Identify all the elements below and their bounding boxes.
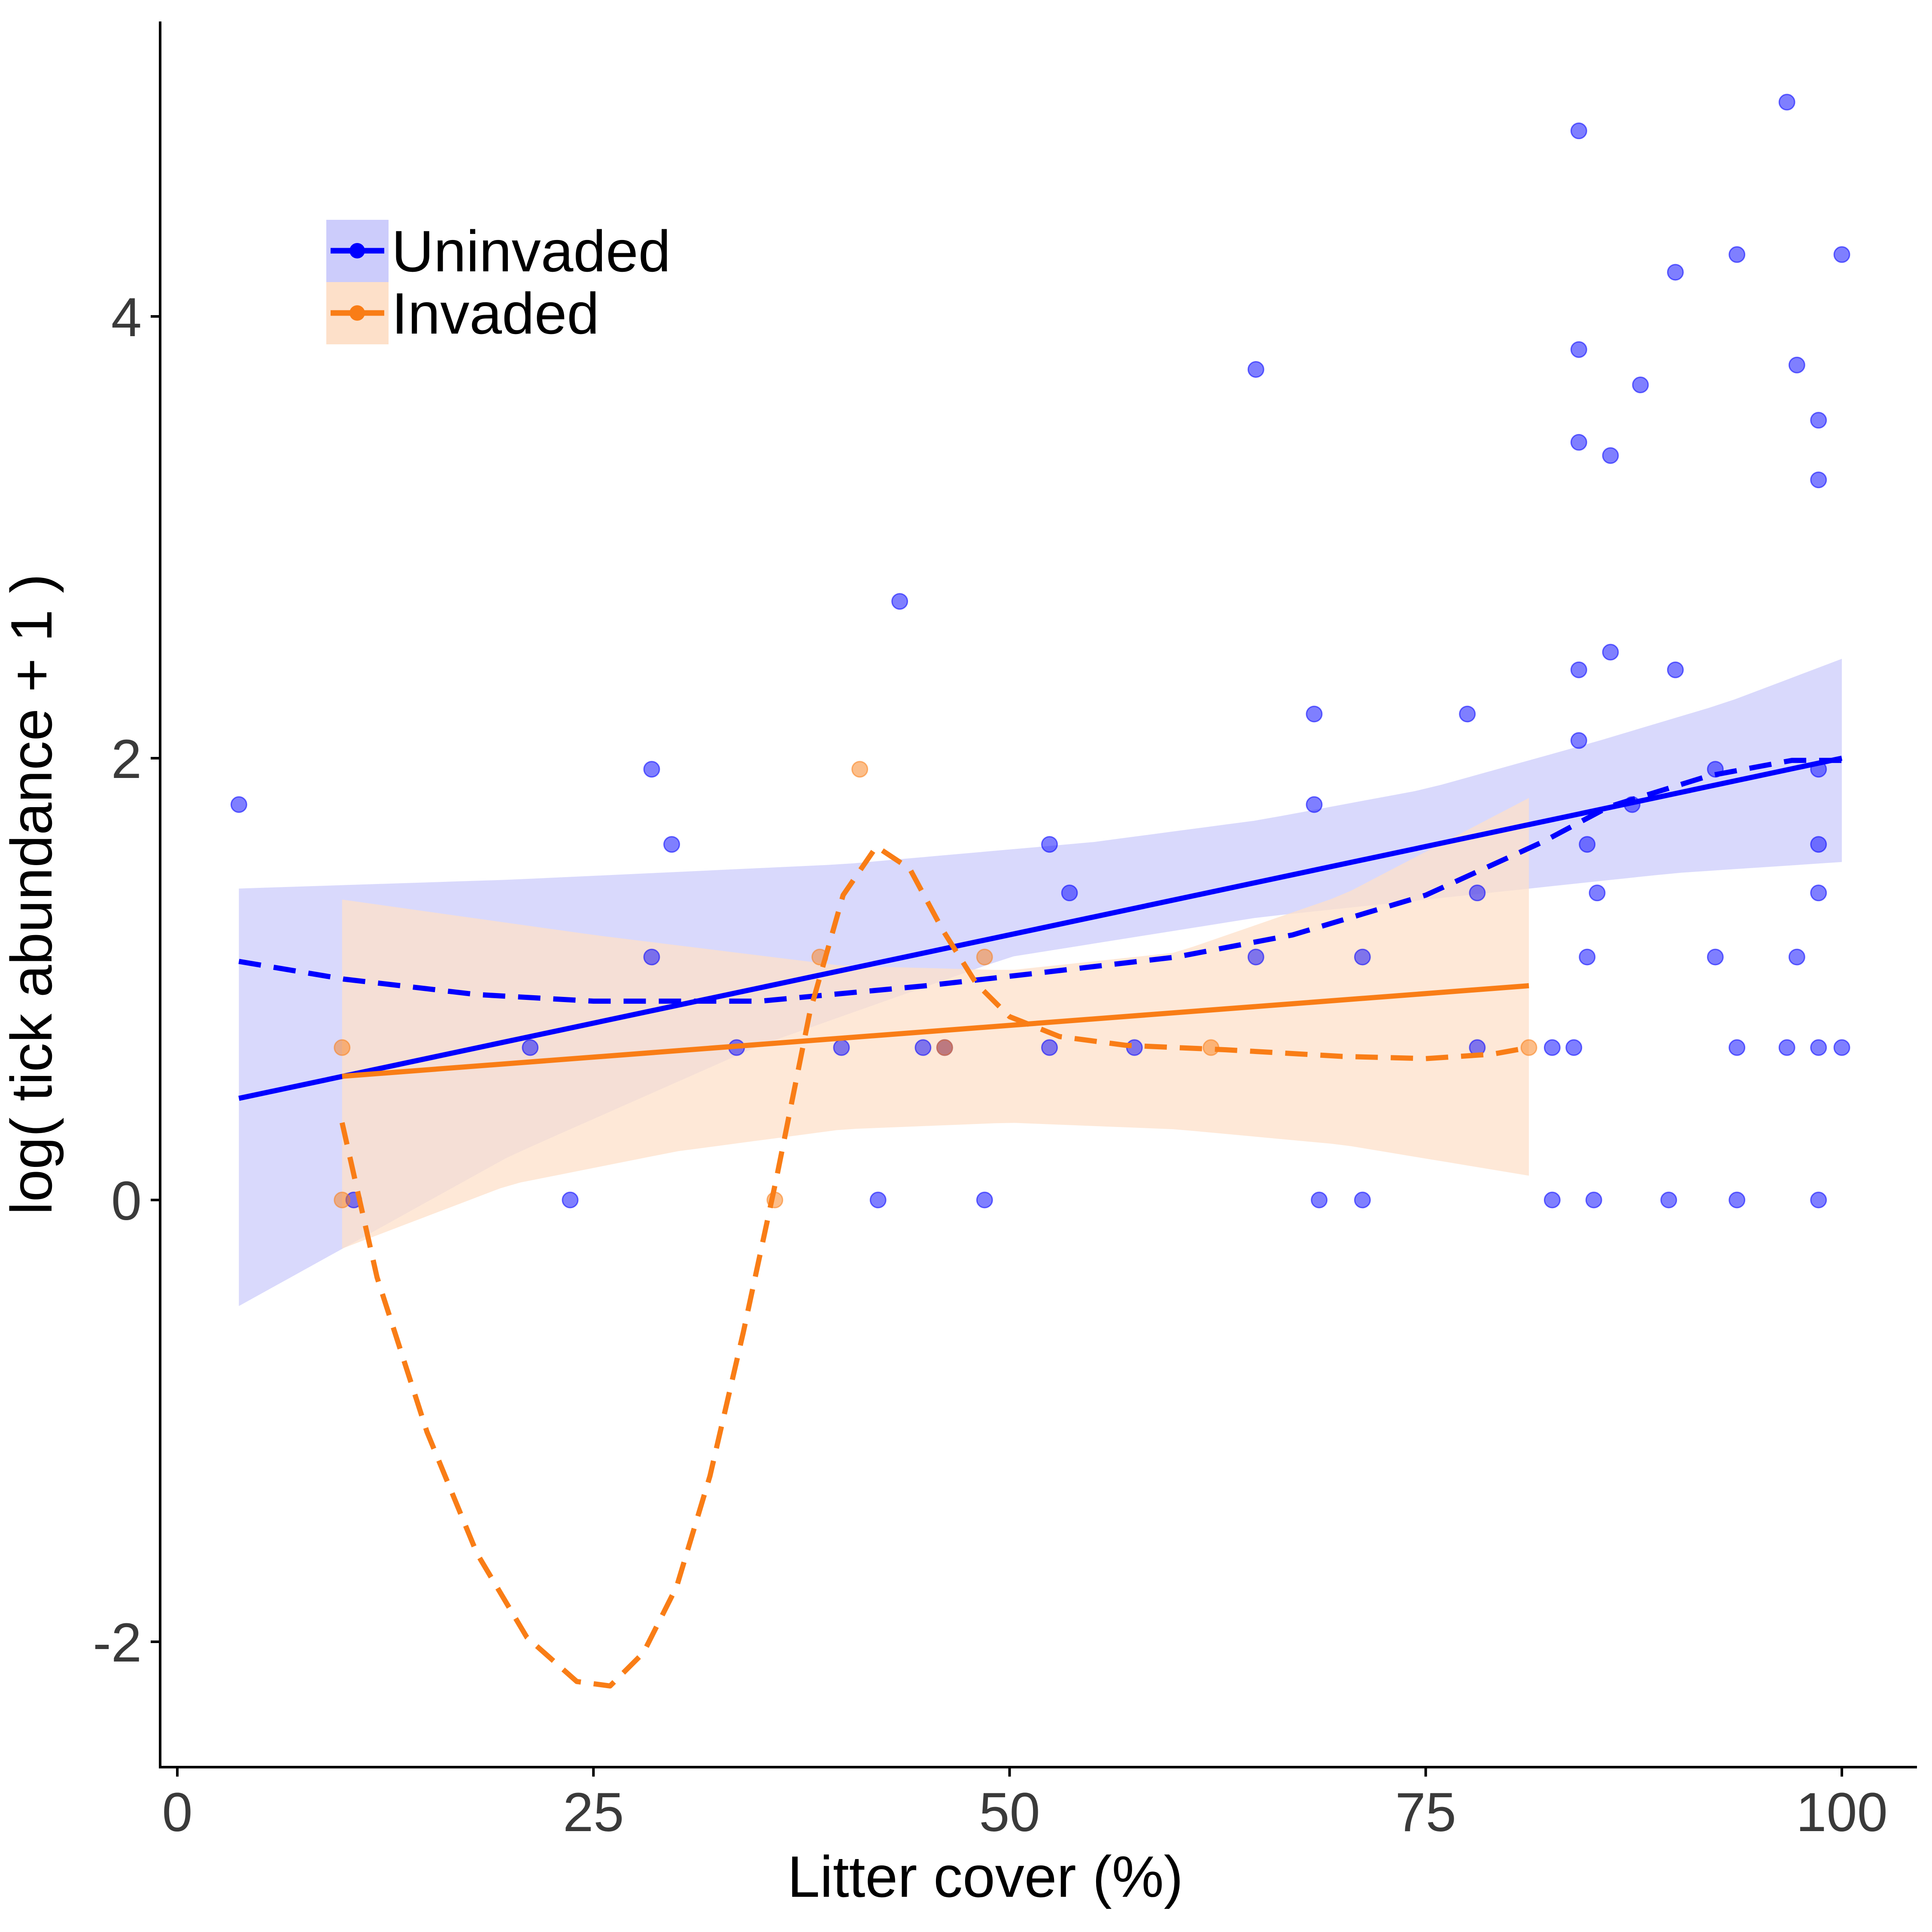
x-axis-ticks: 0 25 50 75 100 (162, 1767, 1888, 1843)
x-axis-title: Litter cover (%) (787, 1844, 1183, 1909)
data-point-uninvaded (1041, 836, 1058, 853)
data-point-uninvaded (522, 1039, 539, 1056)
data-point-uninvaded (976, 1191, 993, 1209)
data-point-uninvaded (1247, 361, 1264, 378)
data-point-uninvaded (1570, 661, 1587, 678)
data-point-uninvaded (869, 1191, 887, 1209)
data-point-invaded (976, 948, 993, 966)
data-point-uninvaded (1579, 948, 1596, 966)
data-point-uninvaded (1543, 1039, 1561, 1056)
data-point-uninvaded (1833, 1039, 1850, 1056)
data-point-uninvaded (1810, 884, 1827, 902)
data-point-uninvaded (1788, 356, 1805, 374)
data-point-uninvaded (663, 836, 680, 853)
data-point-uninvaded (1810, 412, 1827, 429)
data-point-uninvaded (1579, 836, 1596, 853)
data-point-uninvaded (1810, 836, 1827, 853)
data-point-uninvaded (1306, 705, 1323, 723)
data-point-uninvaded (1565, 1039, 1583, 1056)
data-point-uninvaded (1570, 122, 1587, 140)
x-tick-label: 0 (162, 1782, 192, 1843)
data-point-uninvaded (1810, 1039, 1827, 1056)
ci-band-invaded (342, 798, 1529, 1249)
x-tick-label: 50 (979, 1782, 1040, 1843)
data-point-invaded (936, 1039, 953, 1056)
legend-key-invaded-point (349, 305, 365, 321)
confidence-bands (239, 659, 1842, 1306)
data-point-uninvaded (1589, 884, 1606, 902)
data-point-uninvaded (1311, 1191, 1328, 1209)
legend-label-uninvaded: Uninvaded (392, 219, 671, 284)
data-point-uninvaded (833, 1039, 850, 1056)
legend-label-invaded: Invaded (392, 281, 599, 346)
data-point-uninvaded (1667, 264, 1684, 281)
ci-band-uninvaded (239, 659, 1842, 1306)
x-tick-label: 25 (563, 1782, 624, 1843)
data-point-uninvaded (1778, 94, 1795, 111)
data-point-uninvaded (891, 593, 908, 610)
x-tick-label: 100 (1796, 1782, 1888, 1843)
data-point-invaded (1520, 1039, 1537, 1056)
y-tick-label: 2 (111, 729, 142, 790)
data-point-invaded (334, 1039, 351, 1056)
data-point-uninvaded (1543, 1191, 1561, 1209)
legend: Uninvaded Invaded (326, 219, 671, 346)
data-point-uninvaded (1602, 447, 1619, 464)
linear-fit-invaded (342, 983, 1529, 1079)
data-point-uninvaded (1602, 644, 1619, 661)
linear-fit-uninvaded (238, 756, 1843, 1101)
data-point-uninvaded (230, 796, 247, 813)
data-point-uninvaded (1469, 884, 1486, 902)
data-point-uninvaded (1585, 1191, 1602, 1209)
data-point-uninvaded (1833, 246, 1850, 263)
data-point-uninvaded (1632, 377, 1649, 393)
data-point-uninvaded (1354, 1191, 1371, 1209)
data-point-invaded (334, 1191, 351, 1209)
y-axis-title: log( tick abundance + 1 ) (0, 574, 64, 1215)
data-point-uninvaded (643, 948, 660, 966)
y-tick-label: -2 (93, 1612, 142, 1674)
data-point-uninvaded (1459, 705, 1476, 723)
smooth-fit-invaded (339, 844, 1530, 1689)
y-tick-label: 4 (111, 287, 142, 348)
data-point-uninvaded (1707, 948, 1724, 966)
data-point-uninvaded (1810, 1191, 1827, 1209)
data-point-uninvaded (1667, 661, 1684, 678)
y-tick-label: 0 (111, 1170, 142, 1232)
data-point-uninvaded (1041, 1039, 1058, 1056)
fit-lines (238, 756, 1843, 1689)
data-point-uninvaded (1660, 1191, 1677, 1209)
y-axis-ticks: -2 0 2 4 (93, 287, 160, 1674)
x-tick-label: 75 (1395, 1782, 1456, 1843)
data-point-uninvaded (1570, 341, 1587, 358)
data-point-uninvaded (1306, 796, 1323, 813)
data-point-uninvaded (1728, 246, 1746, 263)
data-point-uninvaded (1728, 1191, 1746, 1209)
data-point-uninvaded (1728, 1039, 1746, 1056)
data-point-uninvaded (1778, 1039, 1795, 1056)
data-point-uninvaded (1570, 434, 1587, 451)
data-point-uninvaded (1354, 948, 1371, 966)
data-point-uninvaded (914, 1039, 932, 1056)
data-point-uninvaded (643, 761, 660, 778)
data-point-invaded (851, 761, 869, 778)
data-point-uninvaded (1061, 884, 1078, 902)
legend-key-uninvaded-point (349, 243, 365, 258)
data-point-uninvaded (1247, 948, 1264, 966)
data-point-uninvaded (1570, 732, 1587, 749)
data-point-uninvaded (1788, 948, 1805, 966)
data-point-uninvaded (1810, 471, 1827, 489)
data-point-uninvaded (562, 1191, 579, 1209)
